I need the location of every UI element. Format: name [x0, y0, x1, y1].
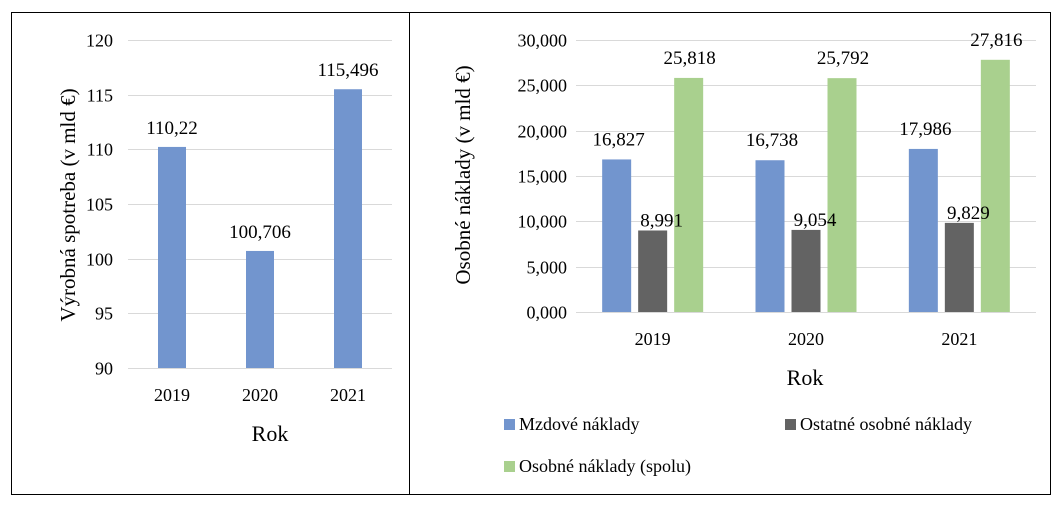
- left-y-tick-label: 120: [86, 31, 113, 51]
- legend-label-mzdove: Mzdové náklady: [519, 414, 639, 434]
- left-bars: [158, 89, 362, 368]
- right-x-axis-title: Rok: [787, 365, 824, 390]
- right-bar-ostatne-2019: [638, 230, 668, 312]
- right-value-labels: 16,827 8,991 25,818 16,738 9,054 25,792 17,986…: [593, 30, 1023, 232]
- right-value-label-spolu-2020: 25,792: [817, 48, 869, 69]
- right-value-label-spolu-2021: 27,816: [970, 30, 1022, 51]
- left-y-axis-title: Výrobná spotreba (v mld €): [56, 88, 80, 321]
- left-value-labels: 110,22 100,706 115,496: [146, 60, 378, 243]
- right-y-tick-labels: 0,000 5,000 10,000 15,000 20,000 25,000 30,000: [518, 31, 568, 323]
- right-bar-ostatne-2020: [791, 229, 821, 312]
- right-value-label-spolu-2019: 25,818: [664, 48, 716, 69]
- left-chart: 90 95 100 105 110 115 120 110,22 100,706 115,496…: [56, 31, 392, 446]
- right-bars: [602, 59, 1010, 313]
- left-y-tick-labels: 90 95 100 105 110 115 120: [86, 31, 113, 379]
- right-value-label-mzdove-2019: 16,827: [593, 129, 645, 150]
- legend-label-spolu: Osobné náklady (spolu): [519, 456, 691, 477]
- left-y-tick-label: 105: [86, 195, 113, 215]
- left-y-tick-label: 115: [87, 86, 113, 106]
- right-bar-spolu-2020: [827, 78, 857, 313]
- legend-swatch-spolu: [504, 461, 515, 472]
- left-x-tick-label: 2019: [154, 385, 190, 405]
- right-value-label-mzdove-2020: 16,738: [746, 130, 798, 151]
- left-y-tick-label: 90: [95, 359, 113, 379]
- left-value-label-2020: 100,706: [229, 222, 291, 243]
- left-value-label-2021: 115,496: [317, 60, 378, 81]
- right-bar-mzdove-2019: [602, 159, 632, 312]
- right-y-tick-label: 10,000: [518, 212, 568, 232]
- legend-label-ostatne: Ostatné osobné náklady: [800, 414, 972, 434]
- right-value-label-ostatne-2021: 9,829: [947, 203, 990, 224]
- right-x-tick-labels: 2019 2020 2021: [635, 329, 978, 349]
- right-x-tick-label: 2021: [941, 329, 977, 349]
- right-value-label-mzdove-2021: 17,986: [899, 119, 951, 140]
- right-y-tick-label: 5,000: [527, 258, 568, 278]
- right-bar-ostatne-2021: [944, 222, 974, 312]
- left-x-axis-title: Rok: [252, 421, 289, 446]
- right-bar-spolu-2021: [980, 59, 1010, 312]
- right-chart: 0,000 5,000 10,000 15,000 20,000 25,000 30,000…: [451, 30, 1036, 477]
- left-x-tick-label: 2020: [242, 385, 278, 405]
- left-y-tick-label: 95: [95, 304, 113, 324]
- right-y-tick-label: 30,000: [518, 31, 568, 51]
- right-bar-mzdove-2021: [908, 148, 938, 312]
- legend: Mzdové náklady Ostatné osobné náklady Os…: [504, 414, 972, 477]
- legend-swatch-mzdove: [504, 419, 515, 430]
- right-y-tick-label: 25,000: [518, 76, 568, 96]
- left-y-tick-label: 110: [87, 140, 113, 160]
- right-y-tick-label: 0,000: [527, 303, 568, 323]
- right-bar-spolu-2019: [674, 77, 704, 312]
- legend-swatch-ostatne: [785, 419, 796, 430]
- right-x-tick-label: 2020: [788, 329, 824, 349]
- right-y-tick-label: 15,000: [518, 167, 568, 187]
- right-bar-mzdove-2020: [755, 160, 785, 312]
- right-y-axis-title: Osobné náklady (v mld €): [451, 65, 475, 284]
- left-x-tick-label: 2021: [330, 385, 366, 405]
- right-x-tick-label: 2019: [635, 329, 671, 349]
- left-bar-2021: [334, 89, 362, 368]
- right-y-tick-label: 20,000: [518, 122, 568, 142]
- left-x-tick-labels: 2019 2020 2021: [154, 385, 366, 405]
- right-value-label-ostatne-2020: 9,054: [794, 210, 837, 231]
- right-value-label-ostatne-2019: 8,991: [640, 210, 683, 231]
- left-bar-2019: [158, 146, 186, 368]
- left-value-label-2019: 110,22: [146, 118, 198, 139]
- left-bar-2020: [246, 250, 274, 368]
- left-y-tick-label: 100: [86, 250, 113, 270]
